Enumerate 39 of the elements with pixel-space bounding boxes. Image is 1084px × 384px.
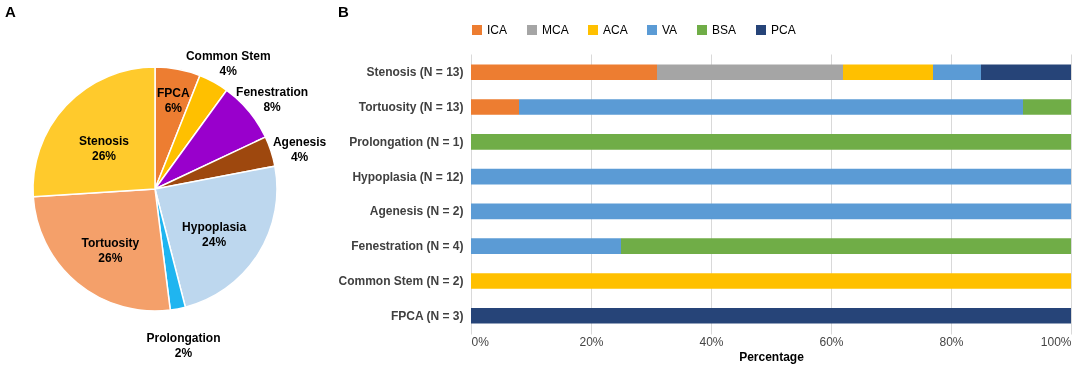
legend-label: VA: [662, 23, 678, 37]
legend-label: PCA: [771, 23, 796, 37]
slice-label: Common Stem: [185, 48, 271, 63]
data-label: 6%: [164, 100, 183, 115]
x-tick-label: 60%: [819, 334, 844, 349]
y-tick-label: Common Stem (N = 2): [338, 273, 464, 288]
legend-label: ICA: [487, 23, 508, 37]
y-tick-label: FPCA (N = 3): [390, 308, 464, 323]
slice-label: Hypoplasia: [182, 219, 247, 234]
data-label: 2%: [174, 346, 193, 361]
text: B: [337, 3, 349, 20]
legend-label: BSA: [712, 23, 737, 37]
y-tick-label: Agenesis (N = 2): [369, 204, 464, 219]
x-tick-label: 0%: [471, 334, 490, 349]
data-label: 26%: [98, 250, 123, 265]
slice-label: Agenesis: [272, 135, 327, 150]
y-tick-label: Fenestration (N = 4): [351, 239, 464, 254]
slice-label: Stenosis: [78, 134, 130, 149]
x-tick-label: 100%: [1040, 334, 1072, 349]
data-label: 24%: [202, 234, 227, 249]
x-tick-label: 80%: [939, 334, 964, 349]
data-label: 4%: [219, 63, 238, 78]
data-label: 26%: [91, 149, 117, 164]
slice-label: Tortuosity: [81, 235, 140, 250]
data-label: 4%: [290, 150, 309, 165]
x-tick-label: 20%: [579, 334, 604, 349]
slice-label: FPCA: [157, 85, 191, 100]
data-label: 8%: [263, 100, 282, 115]
y-tick-label: Tortuosity (N = 13): [358, 100, 464, 115]
slice-label: Fenestration: [236, 85, 309, 100]
x-tick-label: 40%: [699, 334, 724, 349]
y-tick-label: Stenosis (N = 13): [366, 65, 464, 80]
legend-label: MCA: [542, 23, 569, 37]
slice-label: Prolongation: [146, 331, 221, 346]
y-tick-label: Hypoplasia (N = 12): [352, 169, 464, 184]
x-axis-title: Percentage: [739, 349, 805, 364]
legend-label: ACA: [603, 23, 628, 37]
y-tick-label: Prolongation (N = 1): [349, 134, 464, 149]
chart-title: A: [5, 3, 16, 20]
